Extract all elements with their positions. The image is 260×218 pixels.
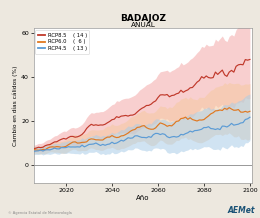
- Title: BADAJOZ: BADAJOZ: [120, 14, 166, 23]
- Text: © Agencia Estatal de Meteorología: © Agencia Estatal de Meteorología: [8, 211, 72, 215]
- Text: AEMet: AEMet: [227, 206, 255, 215]
- Legend: RCP8.5    ( 14 ), RCP6.0    (  6 ), RCP4.5    ( 13 ): RCP8.5 ( 14 ), RCP6.0 ( 6 ), RCP4.5 ( 13…: [35, 30, 89, 54]
- Text: ANUAL: ANUAL: [131, 22, 155, 27]
- X-axis label: Año: Año: [136, 195, 150, 201]
- Y-axis label: Cambio en días cálidos (%): Cambio en días cálidos (%): [13, 65, 18, 146]
